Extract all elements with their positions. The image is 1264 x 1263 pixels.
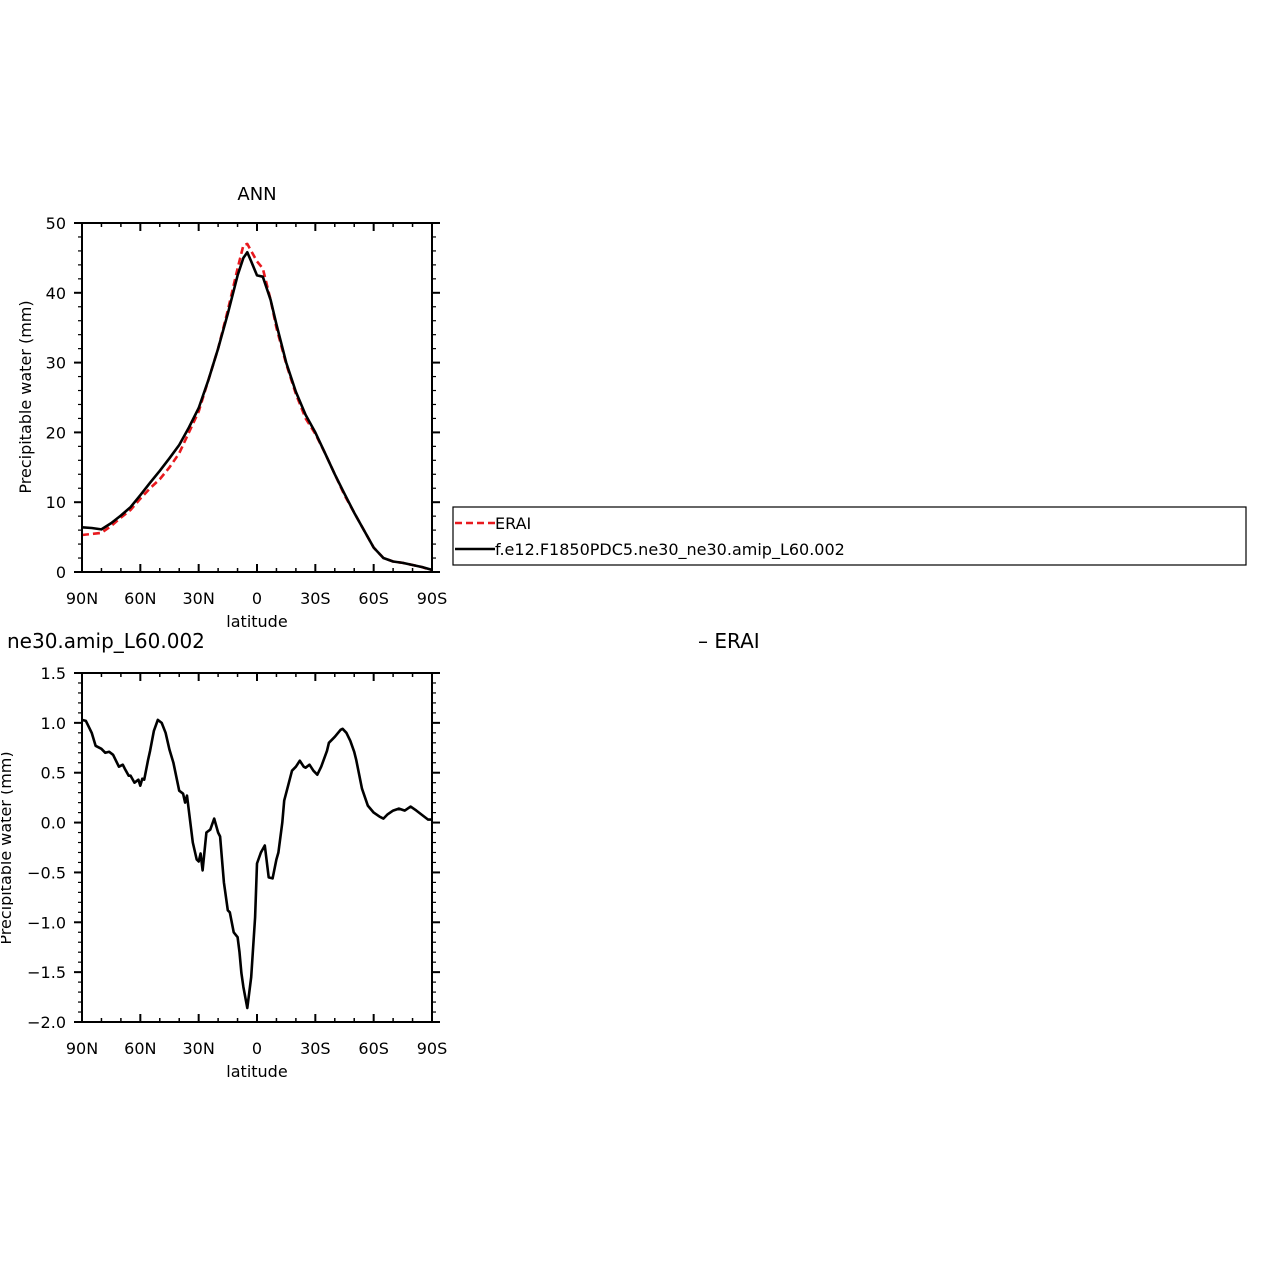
x-tick-label: 0 [252,1039,262,1058]
legend: ERAI f.e12.F1850PDC5.ne30_ne30.amip_L60.… [452,506,1247,566]
x-axis-label: latitude [226,1062,287,1081]
series-erai-line [81,242,433,572]
x-tick-label: 90S [417,589,448,608]
tick-marks [74,672,440,1023]
x-tick-label: 60S [358,1039,389,1058]
chart-title: ANN [237,184,276,205]
chart-title-left: ne30.amip_L60.002 [7,629,205,653]
y-axis-label: Precipitable water (mm) [16,300,35,493]
tick-labels: 90N 60N 30N 0 30S 60S 90S −2.0 −1.5 −1.0 −0.5 0.0 0.… [27,664,447,1058]
y-tick-label: 30 [46,354,66,373]
plot-frame [81,672,433,1023]
tick-labels: 90N 60N 30N 0 30S 60S 90S 0 10 20 30 40 50 [46,214,448,608]
x-tick-label: 90N [66,589,98,608]
x-tick-label: 30S [300,589,331,608]
x-tick-label: 30S [300,1039,331,1058]
x-tick-label: 60S [358,589,389,608]
legend-box [452,506,1247,566]
x-tick-label: 60N [124,589,156,608]
x-axis-label: latitude [226,612,287,631]
y-tick-label: 20 [46,423,66,442]
y-tick-label: −1.5 [27,963,66,982]
y-axis-label: Precipitable water (mm) [0,751,15,944]
y-tick-label: −0.5 [27,863,66,882]
series-difference-line [81,718,432,1010]
x-tick-label: 0 [252,589,262,608]
chart-title-right: – ERAI [698,629,760,653]
y-tick-label: 0.0 [41,814,66,833]
legend-label-model: f.e12.F1850PDC5.ne30_ne30.amip_L60.002 [495,540,845,560]
plot-frame [81,222,433,573]
y-tick-label: −2.0 [27,1013,66,1032]
legend-label-erai: ERAI [495,514,531,533]
x-tick-label: 90N [66,1039,98,1058]
x-tick-label: 60N [124,1039,156,1058]
y-tick-label: 0 [56,563,66,582]
x-tick-label: 30N [183,1039,215,1058]
y-tick-label: 50 [46,214,66,233]
series-lines [81,242,433,572]
series-lines [81,718,432,1010]
y-tick-label: 1.5 [41,664,66,683]
y-tick-label: 10 [46,493,66,512]
series-model-line [81,251,433,572]
x-tick-label: 30N [183,589,215,608]
x-tick-label: 90S [417,1039,448,1058]
panel-annual-mean: ANN Precipitable water (mm) latitude 90N… [16,184,447,631]
y-tick-label: 40 [46,284,66,303]
y-tick-label: 1.0 [41,714,66,733]
panel-difference: ne30.amip_L60.002 – ERAI Precipitable wa… [0,629,760,1081]
y-tick-label: 0.5 [41,764,66,783]
y-tick-label: −1.0 [27,913,66,932]
